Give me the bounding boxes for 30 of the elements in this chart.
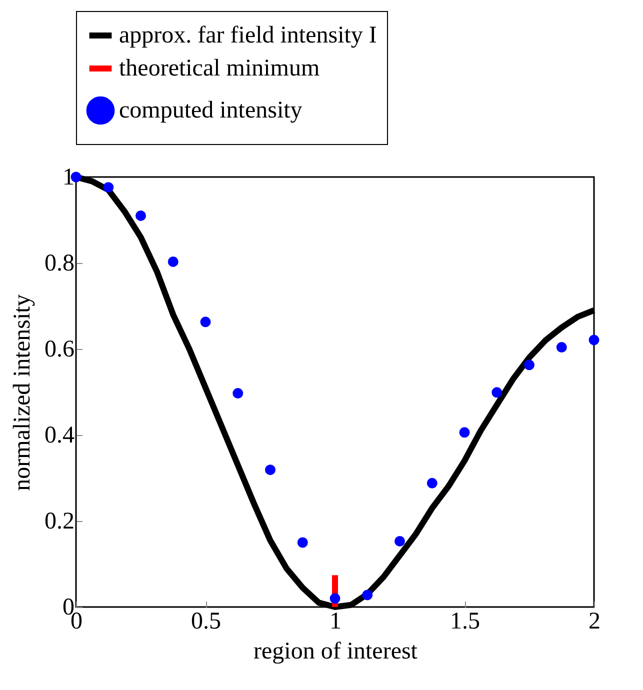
x-tick-label: 1.5	[450, 608, 480, 634]
x-tick-label: 1	[330, 608, 342, 634]
y-tick-label: 1	[62, 164, 74, 190]
y-tick-label: 0.6	[44, 336, 74, 362]
point	[168, 256, 178, 267]
legend-label: approx. far field intensity I	[119, 22, 377, 48]
point	[362, 590, 373, 600]
legend-label: theoretical minimum	[119, 56, 320, 82]
y-tick-label: 0.2	[44, 508, 74, 534]
point	[103, 182, 114, 193]
y-tick-label: 0.8	[44, 250, 74, 276]
y-tick-label: 0.4	[44, 422, 74, 448]
point	[492, 387, 502, 398]
x-tick-label: 2	[588, 608, 600, 634]
point	[265, 464, 276, 476]
point	[297, 537, 308, 548]
point	[200, 316, 211, 328]
x-axis-title: region of interest	[254, 638, 418, 664]
point	[426, 478, 438, 488]
y-axis-title: normalized intensity	[10, 294, 36, 491]
point	[232, 388, 244, 399]
x-tick-label: 0.5	[191, 608, 221, 634]
point	[394, 536, 405, 546]
point	[524, 360, 534, 370]
point	[136, 210, 146, 221]
point	[588, 334, 600, 346]
point	[330, 593, 340, 604]
point	[556, 342, 567, 353]
legend-label: computed intensity	[119, 98, 302, 124]
point	[459, 427, 470, 438]
